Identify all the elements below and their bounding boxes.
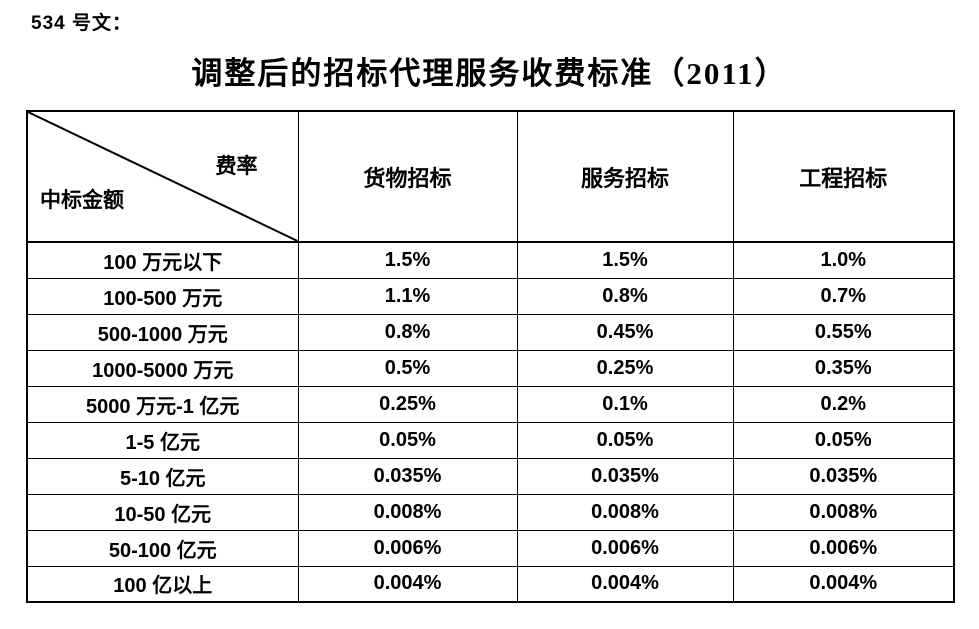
page-title: 调整后的招标代理服务收费标准（2011）	[191, 56, 788, 91]
doc-number: 534 号文：	[31, 13, 132, 34]
rate-cell: 0.8%	[516, 277, 734, 315]
row-label: 100 亿以上	[26, 565, 299, 603]
rate-cell: 0.25%	[516, 349, 734, 387]
table-row: 1000-5000 万元 0.5% 0.25% 0.35%	[26, 349, 955, 387]
rate-cell: 0.05%	[516, 421, 734, 459]
rate-cell: 0.006%	[297, 529, 518, 567]
rate-cell: 0.5%	[297, 349, 518, 387]
rate-cell: 0.2%	[732, 385, 955, 423]
rate-cell: 0.1%	[516, 385, 734, 423]
rate-cell: 0.035%	[732, 457, 955, 495]
row-label: 5-10 亿元	[26, 457, 299, 495]
rate-cell: 0.7%	[732, 277, 955, 315]
rate-cell: 0.05%	[297, 421, 518, 459]
column-header-services: 服务招标	[516, 110, 734, 243]
table-row: 100 万元以下 1.5% 1.5% 1.0%	[26, 241, 955, 279]
rate-cell: 0.004%	[732, 565, 955, 603]
table-row: 100-500 万元 1.1% 0.8% 0.7%	[26, 277, 955, 315]
row-label: 50-100 亿元	[26, 529, 299, 567]
rate-cell: 1.5%	[297, 241, 518, 279]
diagonal-header-cell: 费率 中标金额	[26, 110, 299, 243]
column-header-goods: 货物招标	[297, 110, 518, 243]
rate-cell: 1.5%	[516, 241, 734, 279]
row-label: 10-50 亿元	[26, 493, 299, 531]
corner-label-amount: 中标金额	[40, 188, 124, 212]
column-header-engineering: 工程招标	[732, 110, 955, 243]
corner-label-rate: 费率	[215, 154, 258, 178]
rate-cell: 0.008%	[297, 493, 518, 531]
table-row: 500-1000 万元 0.8% 0.45% 0.55%	[26, 313, 955, 351]
rate-cell: 0.035%	[297, 457, 518, 495]
row-label: 500-1000 万元	[26, 313, 299, 351]
table-row: 5-10 亿元 0.035% 0.035% 0.035%	[26, 457, 955, 495]
rate-cell: 0.004%	[516, 565, 734, 603]
rate-cell: 0.8%	[297, 313, 518, 351]
rate-cell: 0.55%	[732, 313, 955, 351]
rate-cell: 0.008%	[732, 493, 955, 531]
row-label: 100 万元以下	[26, 241, 299, 279]
row-label: 100-500 万元	[26, 277, 299, 315]
rate-cell: 0.35%	[732, 349, 955, 387]
row-label: 5000 万元-1 亿元	[26, 385, 299, 423]
rate-cell: 1.1%	[297, 277, 518, 315]
fee-table: 费率 中标金额 货物招标 服务招标 工程招标 100 万元以下 1.5% 1.5…	[26, 110, 955, 603]
rate-cell: 0.035%	[516, 457, 734, 495]
header-row: 费率 中标金额 货物招标 服务招标 工程招标	[26, 110, 955, 243]
rate-cell: 0.006%	[732, 529, 955, 567]
row-label: 1000-5000 万元	[26, 349, 299, 387]
diagonal-line	[28, 112, 297, 240]
table-row: 100 亿以上 0.004% 0.004% 0.004%	[26, 565, 955, 603]
rate-cell: 0.006%	[516, 529, 734, 567]
rate-cell: 0.25%	[297, 385, 518, 423]
table-row: 50-100 亿元 0.006% 0.006% 0.006%	[26, 529, 955, 567]
table-row: 5000 万元-1 亿元 0.25% 0.1% 0.2%	[26, 385, 955, 423]
table-row: 1-5 亿元 0.05% 0.05% 0.05%	[26, 421, 955, 459]
table-row: 10-50 亿元 0.008% 0.008% 0.008%	[26, 493, 955, 531]
rate-cell: 1.0%	[732, 241, 955, 279]
rate-cell: 0.008%	[516, 493, 734, 531]
row-label: 1-5 亿元	[26, 421, 299, 459]
rate-cell: 0.004%	[297, 565, 518, 603]
rate-cell: 0.45%	[516, 313, 734, 351]
rate-cell: 0.05%	[732, 421, 955, 459]
